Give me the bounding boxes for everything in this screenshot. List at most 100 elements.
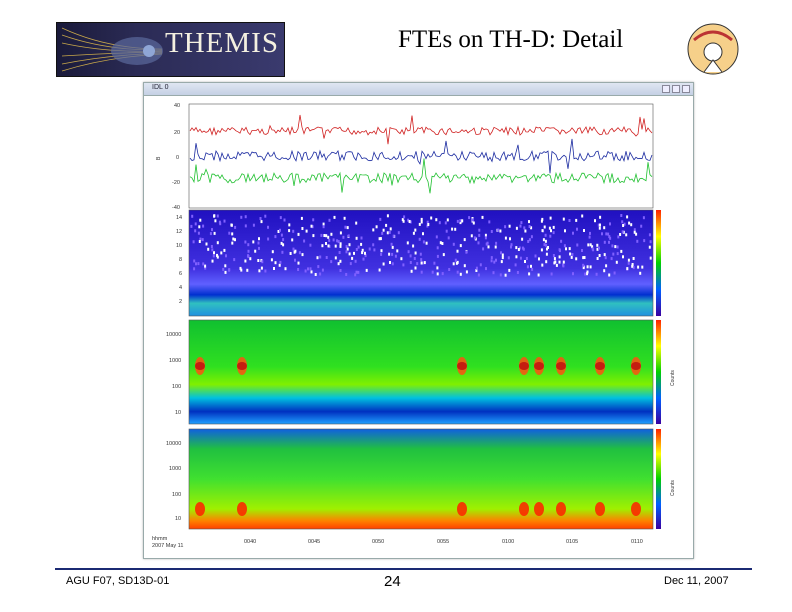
spectrogram-pixel (499, 229, 502, 233)
spectrogram-pixel (357, 245, 360, 249)
idl-window[interactable]: IDL 0 (143, 82, 694, 559)
spectrogram-pixel (436, 254, 439, 258)
spectrogram-pixel (571, 253, 574, 256)
spectrogram-pixel (548, 226, 551, 230)
spectrogram-pixel (448, 268, 451, 271)
close-button[interactable] (682, 85, 690, 93)
p3-ytick: 100 (172, 384, 181, 390)
spectrogram-pixel (478, 228, 481, 232)
spectrogram-pixel (410, 269, 413, 273)
spectrogram-pixel (619, 233, 622, 236)
spectrogram-pixel (279, 216, 282, 220)
spectrogram-pixel (478, 233, 481, 237)
spectrogram-pixel (609, 236, 612, 240)
spectrogram-pixel (360, 236, 363, 240)
spectrogram-pixel (193, 259, 196, 263)
spectrogram-pixel (375, 225, 378, 229)
spectrogram-pixel (259, 217, 262, 220)
spectrogram-pixel (322, 222, 325, 226)
spectrogram-pixel (523, 226, 526, 230)
spectrogram-pixel (232, 237, 235, 241)
minimize-button[interactable] (662, 85, 670, 93)
spectrogram-pixel (479, 263, 482, 267)
spectrogram-pixel (297, 232, 300, 236)
slide-number: 24 (384, 573, 401, 590)
spectrogram-pixel (228, 268, 231, 272)
spectrogram-pixel (297, 268, 300, 271)
spectrogram-feature (195, 502, 205, 516)
spectrogram-pixel (648, 233, 651, 237)
spectrogram-pixel (599, 223, 601, 227)
spectrogram-pixel (339, 259, 342, 263)
spectrogram-pixel (382, 262, 385, 266)
spectrogram-pixel (222, 267, 225, 271)
spectrogram-pixel (213, 231, 216, 235)
p1-ytick: -40 (172, 205, 180, 211)
spectrogram-pixel (409, 220, 412, 224)
spectrogram-pixel (640, 224, 643, 228)
spectrogram-pixel (528, 225, 531, 228)
spectrogram-pixel (484, 233, 487, 237)
spectrogram-pixel (436, 266, 439, 270)
panel-b-field: 40 20 0 -20 -40 B (156, 103, 654, 211)
spectrogram-pixel (288, 223, 291, 227)
spectrogram-feature (457, 502, 467, 516)
spectrogram-feature (457, 362, 467, 370)
spectrogram-pixel (321, 268, 324, 272)
spectrogram-pixel (459, 221, 462, 225)
spectrogram-pixel (204, 266, 207, 270)
spectrogram-pixel (244, 215, 247, 219)
spectrogram-pixel (257, 259, 260, 262)
spectrogram-pixel (537, 273, 540, 277)
spectrogram-pixel (328, 218, 331, 222)
spectrogram-pixel (426, 220, 429, 224)
spectrogram-pixel (261, 260, 264, 264)
slide-title: FTEs on TH-D: Detail (398, 26, 624, 53)
spectrogram-pixel (244, 240, 247, 244)
spectrogram-pixel (507, 256, 510, 260)
spectrogram-pixel (552, 231, 555, 235)
spectrogram-pixel (396, 249, 399, 253)
spectrogram-pixel (223, 248, 226, 252)
spectrogram-pixel (258, 269, 261, 273)
spectrogram-pixel (572, 272, 574, 276)
spectrogram-pixel (586, 265, 589, 269)
p4-ytick: 10000 (166, 441, 181, 447)
p1-ytick: -20 (172, 180, 180, 186)
spectrogram-pixel (615, 260, 618, 264)
window-titlebar[interactable]: IDL 0 (144, 83, 693, 96)
plot-canvas: 40 20 0 -20 -40 B 14 12 10 8 6 4 2 (152, 103, 676, 549)
spectrogram-pixel (541, 263, 544, 267)
spectrogram-pixel (614, 245, 617, 249)
spectrogram-pixel (510, 243, 513, 247)
maximize-button[interactable] (672, 85, 680, 93)
spectrogram-pixel (225, 254, 227, 258)
spectrogram-pixel (190, 224, 193, 228)
spectrogram-pixel (524, 229, 527, 233)
spectrogram-pixel (625, 233, 628, 237)
p3-ytick: 1000 (169, 358, 181, 364)
spectrogram-pixel (599, 215, 602, 219)
spectrogram-pixel (207, 247, 210, 251)
spectrogram-pixel (612, 252, 615, 256)
spectrogram-pixel (510, 245, 512, 249)
spectrogram-pixel (545, 260, 548, 264)
spectrogram-pixel (528, 272, 531, 276)
spectrogram-pixel (565, 247, 567, 251)
spectrogram-pixel (223, 219, 226, 223)
spectrogram-pixel (197, 231, 200, 235)
spectrogram-pixel (515, 246, 518, 250)
spectrogram-pixel (316, 256, 319, 260)
spectrogram-pixel (264, 214, 267, 218)
spectrogram-pixel (631, 263, 634, 266)
spectrogram-pixel (527, 240, 530, 243)
spectrogram-pixel (471, 218, 474, 222)
spectrogram-pixel (337, 262, 340, 266)
spectrogram-pixel (191, 214, 194, 218)
spectrogram-pixel (303, 239, 306, 243)
spectrogram-pixel (596, 257, 599, 260)
spectrogram-pixel (362, 257, 365, 261)
window-title: IDL 0 (152, 84, 169, 91)
spectrogram-feature (595, 362, 605, 370)
spectrogram-pixel (558, 260, 561, 264)
